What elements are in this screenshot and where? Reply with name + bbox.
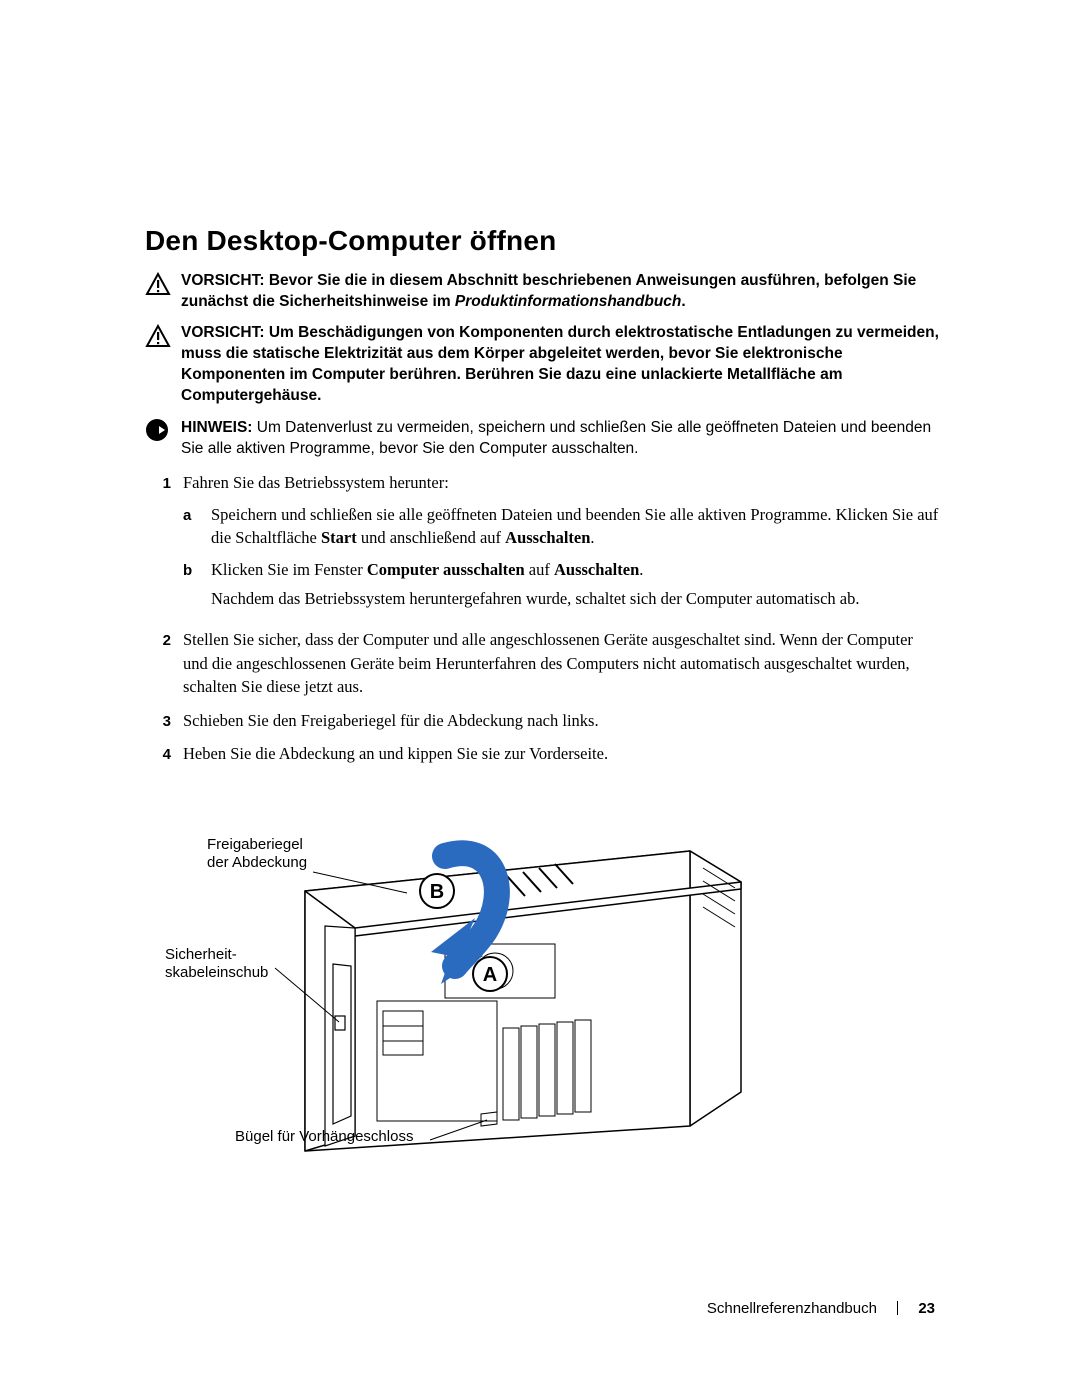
figure-open-desktop: A B Freigaberiegel der Abdeckung Sicherh… <box>145 796 935 1166</box>
warning-2-label: VORSICHT: <box>181 324 265 341</box>
warning-1-label: VORSICHT: <box>181 272 265 289</box>
figure-marker-b: B <box>430 881 444 903</box>
step-1a-marker: a <box>183 505 211 526</box>
step-3: Schieben Sie den Freigaberiegel für die … <box>145 709 940 732</box>
notice: HINWEIS: Um Datenverlust zu vermeiden, s… <box>145 417 940 460</box>
footer-book: Schnellreferenzhandbuch <box>707 1300 877 1317</box>
step-1a: a Speichern und schließen sie alle geöff… <box>183 503 940 550</box>
step-1a-b1: Start <box>321 528 357 547</box>
warning-2-pre: Um Beschädigungen von Komponenten durch … <box>181 324 939 404</box>
step-1b-text: Klicken Sie im Fenster Computer ausschal… <box>211 558 940 611</box>
warning-2-text: VORSICHT: Um Beschädigungen von Komponen… <box>181 323 940 407</box>
step-1b-after: Nachdem das Betriebssystem heruntergefah… <box>211 589 860 608</box>
step-1b-post: . <box>639 560 643 579</box>
warning-1: VORSICHT: Bevor Sie die in diesem Abschn… <box>145 271 940 313</box>
step-4-text: Heben Sie die Abdeckung an und kippen Si… <box>183 742 940 765</box>
step-1b-b2: Ausschalten <box>554 560 639 579</box>
warning-1-text: VORSICHT: Bevor Sie die in diesem Abschn… <box>181 271 940 313</box>
warning-1-post: . <box>681 293 685 310</box>
step-1b: b Klicken Sie im Fenster Computer aussch… <box>183 558 940 611</box>
figure-marker-a: A <box>483 964 497 986</box>
step-1a-b2: Ausschalten <box>505 528 590 547</box>
notice-arrow-icon <box>145 418 171 449</box>
step-1b-mid: auf <box>525 560 554 579</box>
step-4: Heben Sie die Abdeckung an und kippen Si… <box>145 742 940 765</box>
step-2-text: Stellen Sie sicher, dass der Computer un… <box>183 628 940 698</box>
notice-body: Um Datenverlust zu vermeiden, speichern … <box>181 419 931 457</box>
step-1b-marker: b <box>183 560 211 581</box>
caution-icon <box>145 324 171 355</box>
steps-list: Fahren Sie das Betriebssystem herunter: … <box>145 471 940 765</box>
step-1b-pre: Klicken Sie im Fenster <box>211 560 367 579</box>
step-1a-mid: und anschließend auf <box>357 528 505 547</box>
footer-page-number: 23 <box>918 1300 935 1317</box>
warning-2: VORSICHT: Um Beschädigungen von Komponen… <box>145 323 940 407</box>
caution-icon <box>145 272 171 303</box>
step-1b-b1: Computer ausschalten <box>367 560 525 579</box>
page-footer: Schnellreferenzhandbuch 23 <box>707 1300 935 1317</box>
figure-label-cable-slot: Sicherheit-skabeleinschub <box>165 946 285 984</box>
step-3-text: Schieben Sie den Freigaberiegel für die … <box>183 709 940 732</box>
step-2: Stellen Sie sicher, dass der Computer un… <box>145 628 940 698</box>
warning-1-italic: Produktinformationshandbuch <box>455 293 681 310</box>
notice-label: HINWEIS: <box>181 419 252 436</box>
step-1-intro: Fahren Sie das Betriebssystem herunter: <box>183 473 449 492</box>
figure-label-padlock: Bügel für Vorhängeschloss <box>235 1128 435 1147</box>
figure-label-release-latch: Freigaberiegel der Abdeckung <box>207 836 317 874</box>
page-title: Den Desktop-Computer öffnen <box>145 225 940 257</box>
step-1: Fahren Sie das Betriebssystem herunter: … <box>145 471 940 618</box>
notice-text: HINWEIS: Um Datenverlust zu vermeiden, s… <box>181 417 940 460</box>
step-1a-post: . <box>590 528 594 547</box>
step-1a-text: Speichern und schließen sie alle geöffne… <box>211 503 940 550</box>
